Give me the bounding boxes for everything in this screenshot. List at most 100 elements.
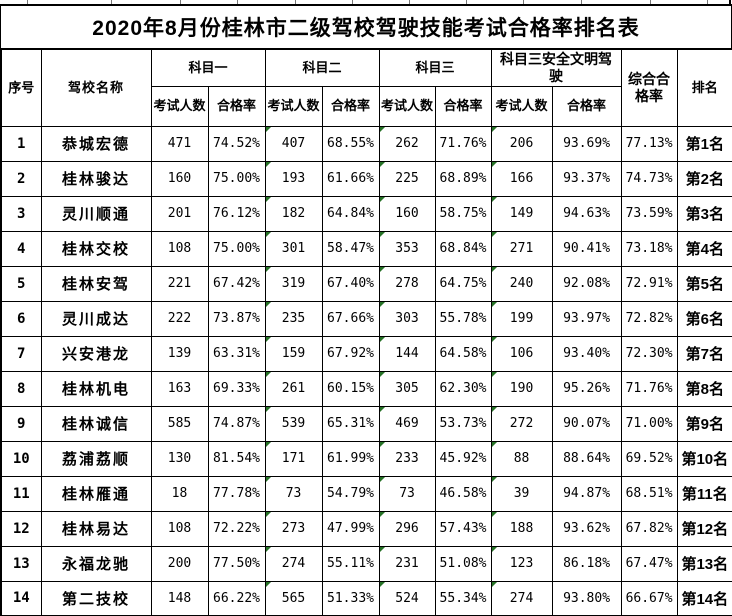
cell-subject4-rate[interactable]: 94.87% <box>551 475 622 512</box>
cell-school-name[interactable]: 桂林易达 <box>40 510 152 547</box>
cell-school-name[interactable]: 桂林交校 <box>40 230 152 267</box>
cell-index[interactable]: 5 <box>0 265 42 302</box>
cell-subject1-count[interactable]: 108 <box>150 230 209 267</box>
cell-subject2-count[interactable]: 274 <box>264 545 323 582</box>
cell-rank[interactable]: 第2名 <box>676 160 732 197</box>
cell-index[interactable]: 3 <box>0 195 42 232</box>
cell-subject2-rate[interactable]: 60.15% <box>321 370 380 407</box>
cell-school-name[interactable]: 桂林雁通 <box>40 475 152 512</box>
cell-rank[interactable]: 第12名 <box>676 510 732 547</box>
cell-school-name[interactable]: 桂林安驾 <box>40 265 152 302</box>
cell-subject4-rate[interactable]: 93.69% <box>551 125 622 162</box>
cell-subject1-rate[interactable]: 73.87% <box>207 300 266 337</box>
cell-subject3-count[interactable]: 469 <box>378 405 436 442</box>
cell-subject4-rate[interactable]: 94.63% <box>551 195 622 232</box>
cell-subject4-rate[interactable]: 93.40% <box>551 335 622 372</box>
cell-subject2-count[interactable]: 539 <box>264 405 323 442</box>
cell-subject3-count[interactable]: 305 <box>378 370 436 407</box>
cell-rank[interactable]: 第14名 <box>676 580 732 616</box>
cell-index[interactable]: 6 <box>0 300 42 337</box>
cell-subject2-rate[interactable]: 68.55% <box>321 125 380 162</box>
cell-subject1-count[interactable]: 108 <box>150 510 209 547</box>
cell-rank[interactable]: 第1名 <box>676 125 732 162</box>
cell-rank[interactable]: 第7名 <box>676 335 732 372</box>
cell-school-name[interactable]: 桂林诚信 <box>40 405 152 442</box>
cell-overall-rate[interactable]: 66.67% <box>620 580 678 616</box>
cell-subject3-count[interactable]: 225 <box>378 160 436 197</box>
cell-subject1-count[interactable]: 18 <box>150 475 209 512</box>
cell-school-name[interactable]: 桂林机电 <box>40 370 152 407</box>
cell-subject1-rate[interactable]: 76.12% <box>207 195 266 232</box>
cell-subject4-count[interactable]: 272 <box>490 405 553 442</box>
cell-subject4-count[interactable]: 271 <box>490 230 553 267</box>
cell-subject4-count[interactable]: 149 <box>490 195 553 232</box>
cell-subject2-rate[interactable]: 67.66% <box>321 300 380 337</box>
cell-subject1-rate[interactable]: 81.54% <box>207 440 266 477</box>
cell-rank[interactable]: 第10名 <box>676 440 732 477</box>
cell-subject4-rate[interactable]: 90.41% <box>551 230 622 267</box>
cell-overall-rate[interactable]: 72.91% <box>620 265 678 302</box>
cell-subject3-rate[interactable]: 58.75% <box>434 195 492 232</box>
cell-index[interactable]: 12 <box>0 510 42 547</box>
header-subject3-exam-count[interactable]: 考试人数 <box>378 85 436 127</box>
cell-subject1-count[interactable]: 163 <box>150 370 209 407</box>
cell-subject3-rate[interactable]: 53.73% <box>434 405 492 442</box>
cell-subject4-rate[interactable]: 93.62% <box>551 510 622 547</box>
cell-subject2-rate[interactable]: 54.79% <box>321 475 380 512</box>
cell-subject3-rate[interactable]: 55.34% <box>434 580 492 616</box>
cell-subject4-count[interactable]: 274 <box>490 580 553 616</box>
cell-subject4-count[interactable]: 123 <box>490 545 553 582</box>
cell-school-name[interactable]: 第二技校 <box>40 580 152 616</box>
cell-subject3-rate[interactable]: 57.43% <box>434 510 492 547</box>
cell-subject2-count[interactable]: 261 <box>264 370 323 407</box>
header-index[interactable]: 序号 <box>0 48 42 127</box>
cell-index[interactable]: 2 <box>0 160 42 197</box>
cell-subject4-count[interactable]: 188 <box>490 510 553 547</box>
cell-overall-rate[interactable]: 69.52% <box>620 440 678 477</box>
cell-overall-rate[interactable]: 67.47% <box>620 545 678 582</box>
cell-subject2-count[interactable]: 159 <box>264 335 323 372</box>
cell-subject4-count[interactable]: 88 <box>490 440 553 477</box>
cell-subject1-rate[interactable]: 74.87% <box>207 405 266 442</box>
cell-subject1-count[interactable]: 201 <box>150 195 209 232</box>
cell-rank[interactable]: 第6名 <box>676 300 732 337</box>
cell-subject1-count[interactable]: 222 <box>150 300 209 337</box>
cell-overall-rate[interactable]: 73.18% <box>620 230 678 267</box>
cell-school-name[interactable]: 灵川成达 <box>40 300 152 337</box>
cell-subject2-count[interactable]: 301 <box>264 230 323 267</box>
cell-overall-rate[interactable]: 72.30% <box>620 335 678 372</box>
cell-school-name[interactable]: 桂林骏达 <box>40 160 152 197</box>
cell-subject4-count[interactable]: 39 <box>490 475 553 512</box>
cell-subject4-rate[interactable]: 93.37% <box>551 160 622 197</box>
cell-subject3-rate[interactable]: 51.08% <box>434 545 492 582</box>
cell-subject3-rate[interactable]: 62.30% <box>434 370 492 407</box>
cell-subject1-count[interactable]: 585 <box>150 405 209 442</box>
cell-subject1-count[interactable]: 139 <box>150 335 209 372</box>
cell-subject2-rate[interactable]: 51.33% <box>321 580 380 616</box>
cell-index[interactable]: 1 <box>0 125 42 162</box>
cell-subject1-rate[interactable]: 75.00% <box>207 230 266 267</box>
cell-subject4-rate[interactable]: 95.26% <box>551 370 622 407</box>
cell-index[interactable]: 8 <box>0 370 42 407</box>
header-school-name[interactable]: 驾校名称 <box>40 48 152 127</box>
cell-subject4-count[interactable]: 206 <box>490 125 553 162</box>
cell-subject1-count[interactable]: 130 <box>150 440 209 477</box>
cell-subject3-rate[interactable]: 68.89% <box>434 160 492 197</box>
cell-subject1-count[interactable]: 148 <box>150 580 209 616</box>
cell-subject2-rate[interactable]: 65.31% <box>321 405 380 442</box>
cell-index[interactable]: 11 <box>0 475 42 512</box>
cell-subject2-rate[interactable]: 64.84% <box>321 195 380 232</box>
cell-overall-rate[interactable]: 68.51% <box>620 475 678 512</box>
cell-subject3-count[interactable]: 262 <box>378 125 436 162</box>
cell-subject3-count[interactable]: 233 <box>378 440 436 477</box>
cell-overall-rate[interactable]: 71.00% <box>620 405 678 442</box>
cell-subject3-rate[interactable]: 55.78% <box>434 300 492 337</box>
cell-subject1-rate[interactable]: 72.22% <box>207 510 266 547</box>
cell-overall-rate[interactable]: 77.13% <box>620 125 678 162</box>
cell-subject3-rate[interactable]: 46.58% <box>434 475 492 512</box>
cell-subject3-count[interactable]: 296 <box>378 510 436 547</box>
cell-subject4-count[interactable]: 166 <box>490 160 553 197</box>
cell-subject4-count[interactable]: 199 <box>490 300 553 337</box>
cell-subject2-rate[interactable]: 67.40% <box>321 265 380 302</box>
cell-overall-rate[interactable]: 67.82% <box>620 510 678 547</box>
